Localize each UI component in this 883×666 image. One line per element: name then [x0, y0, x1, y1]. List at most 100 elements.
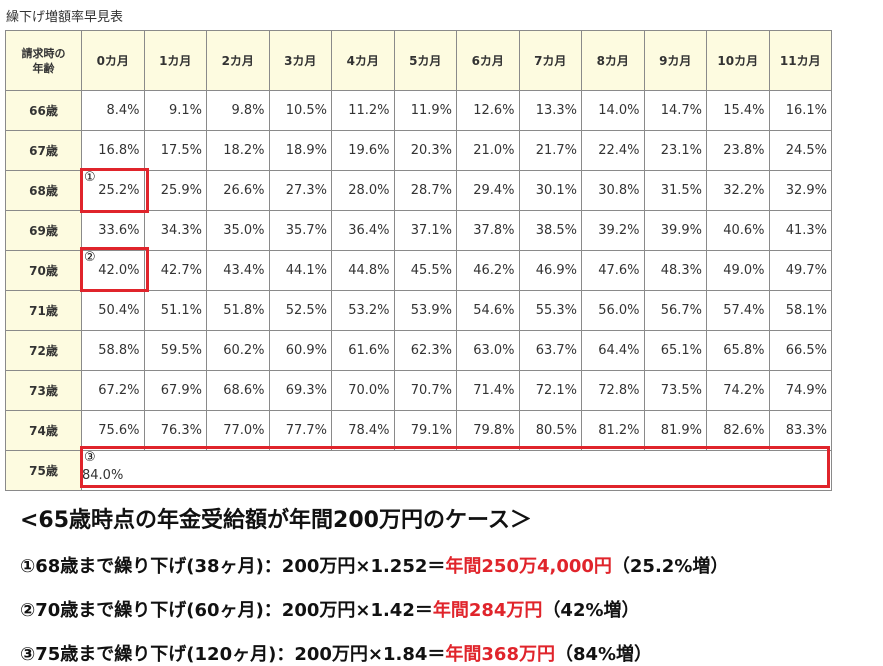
rate-value: 13.3% — [535, 103, 577, 118]
rate-value: 79.8% — [473, 423, 515, 438]
rate-value: 30.1% — [535, 183, 577, 198]
rate-cell: 76.3% — [143, 410, 207, 451]
rate-cell: 41.3% — [768, 210, 832, 251]
rate-cell: 57.4% — [706, 290, 770, 331]
case-note: （84%増） — [554, 644, 653, 665]
rate-cell: 19.6% — [331, 130, 395, 171]
rate-cell: 75.6% — [81, 410, 145, 451]
rate-cell: 28.7% — [393, 170, 457, 211]
rate-cell: 33.6% — [81, 210, 145, 251]
rate-value: 22.4% — [598, 143, 640, 158]
rate-value: 45.5% — [410, 263, 452, 278]
age-cell: 69歳 — [5, 210, 82, 251]
rate-value: 43.4% — [223, 263, 265, 278]
rate-value: 9.1% — [168, 103, 202, 118]
rate-value: 15.4% — [723, 103, 765, 118]
rate-value: 14.7% — [660, 103, 702, 118]
rate-cell: 42.7% — [143, 250, 207, 291]
rate-cell: 39.2% — [581, 210, 645, 251]
rate-value: 48.3% — [660, 263, 702, 278]
rate-cell: 16.8% — [81, 130, 145, 171]
rate-cell: 9.1% — [143, 90, 207, 131]
rate-value: 23.8% — [723, 143, 765, 158]
rate-cell: 23.1% — [643, 130, 707, 171]
corner-header: 請求時の 年齢 — [5, 30, 82, 91]
rate-cell: 11.9% — [393, 90, 457, 131]
rate-cell: 35.0% — [206, 210, 270, 251]
rate-cell: 35.7% — [268, 210, 332, 251]
rate-value: 46.9% — [535, 263, 577, 278]
table-row: 73歳 67.2% 67.9% 68.6% 69.3% 70.0% 70.7% 71.4% 72… — [5, 370, 832, 411]
rate-cell: 69.3% — [268, 370, 332, 411]
rate-value: 29.4% — [473, 183, 515, 198]
rate-cell: 26.6% — [206, 170, 270, 211]
rate-value: 44.8% — [348, 263, 390, 278]
rate-cell: 36.4% — [331, 210, 395, 251]
header-row: 請求時の 年齢 0カ月 1カ月 2カ月 3カ月 4カ月 5カ月 6カ月 7カ月 … — [5, 30, 832, 91]
rate-cell: 63.0% — [456, 330, 520, 371]
rate-cell: 18.2% — [206, 130, 270, 171]
rate-value: 79.1% — [410, 423, 452, 438]
case-result: 年間250万4,000円 — [445, 556, 612, 577]
table-row: 69歳 33.6% 34.3% 35.0% 35.7% 36.4% 37.1% 37.8% 38… — [5, 210, 832, 251]
table-title: 繰下げ増額率早見表 — [6, 10, 124, 25]
rate-cell: 38.5% — [518, 210, 582, 251]
rate-value: 18.2% — [223, 143, 265, 158]
rate-cell: 79.8% — [456, 410, 520, 451]
rate-value: 47.6% — [598, 263, 640, 278]
rate-value: 44.1% — [285, 263, 327, 278]
rate-value: 42.7% — [160, 263, 202, 278]
table-row: 66歳 8.4% 9.1% 9.8% 10.5% 11.2% 11.9% 12.6% 13.3%… — [5, 90, 832, 131]
rate-value: 11.2% — [348, 103, 390, 118]
rate-value: 68.6% — [223, 383, 265, 398]
rate-value: 69.3% — [285, 383, 327, 398]
rate-cell: 80.5% — [518, 410, 582, 451]
rate-value: 63.7% — [535, 343, 577, 358]
month-header: 3カ月 — [268, 30, 332, 91]
rate-value: 70.0% — [348, 383, 390, 398]
rate-cell: 46.2% — [456, 250, 520, 291]
month-header: 1カ月 — [143, 30, 207, 91]
rate-value: 78.4% — [348, 423, 390, 438]
rate-cell: 81.9% — [643, 410, 707, 451]
rate-cell: 11.2% — [331, 90, 395, 131]
rate-cell: 25.9% — [143, 170, 207, 211]
table-row: 68歳 ① 25.2% 25.9% 26.6% 27.3% 28.0% 28.7% 29.4% 3… — [5, 170, 832, 211]
rate-cell: 15.4% — [706, 90, 770, 131]
rate-value: 71.4% — [473, 383, 515, 398]
rate-value: 49.0% — [723, 263, 765, 278]
corner-label-line2: 年齢 — [32, 61, 55, 75]
age-cell: 72歳 — [5, 330, 82, 371]
case-title: <65歳時点の年金受給額が年間200万円のケース＞ — [20, 508, 532, 533]
rate-cell: 59.5% — [143, 330, 207, 371]
rate-cell: 43.4% — [206, 250, 270, 291]
rate-value: 20.3% — [410, 143, 452, 158]
rate-value: 18.9% — [285, 143, 327, 158]
rate-value: 80.5% — [535, 423, 577, 438]
rate-value: 49.7% — [785, 263, 827, 278]
rate-value: 26.6% — [223, 183, 265, 198]
rate-cell: 63.7% — [518, 330, 582, 371]
age-cell: 73歳 — [5, 370, 82, 411]
rate-value: 28.7% — [410, 183, 452, 198]
rate-value: 55.3% — [535, 303, 577, 318]
rate-cell: 72.1% — [518, 370, 582, 411]
rate-value: 53.2% — [348, 303, 390, 318]
rate-value: 38.5% — [535, 223, 577, 238]
rate-value: 23.1% — [660, 143, 702, 158]
rate-cell: 46.9% — [518, 250, 582, 291]
rate-cell: 53.2% — [331, 290, 395, 331]
rate-value: 77.0% — [223, 423, 265, 438]
rate-cell: 74.9% — [768, 370, 832, 411]
rate-value: 77.7% — [285, 423, 327, 438]
rate-value: 27.3% — [285, 183, 327, 198]
rate-value: 35.7% — [285, 223, 327, 238]
corner-label-line1: 請求時の — [21, 46, 66, 60]
rate-cell: 28.0% — [331, 170, 395, 211]
rate-cell: ② 42.0% — [81, 250, 145, 291]
case-note: （25.2%増） — [611, 556, 729, 577]
rate-cell: 10.5% — [268, 90, 332, 131]
rate-value: 73.5% — [660, 383, 702, 398]
rate-cell: 37.1% — [393, 210, 457, 251]
rate-value: 53.9% — [410, 303, 452, 318]
